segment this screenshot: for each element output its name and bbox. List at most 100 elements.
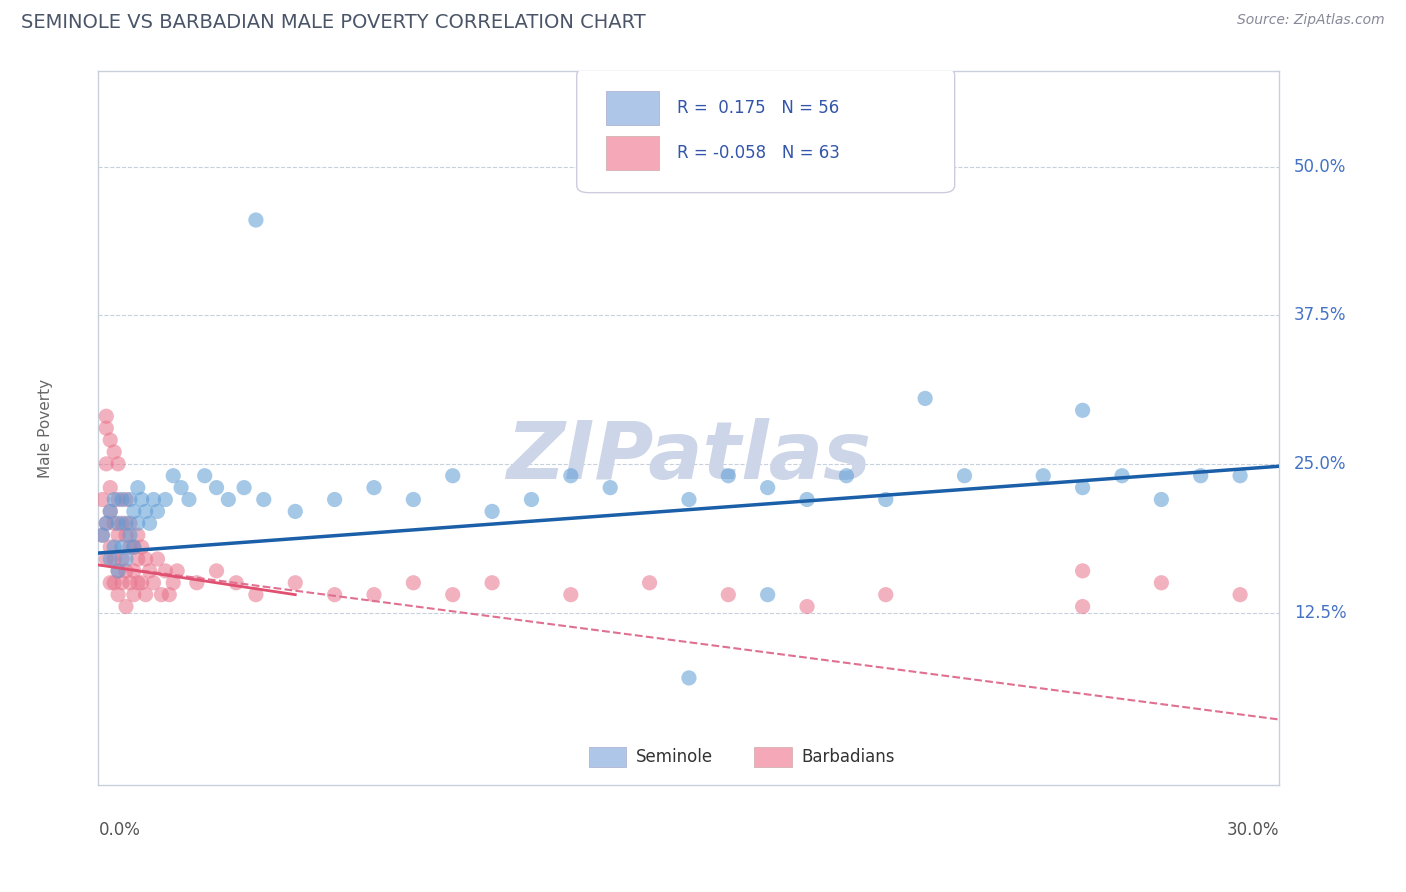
Point [122,540,145,554]
Point [717,468,740,483]
Text: 0.0%: 0.0% [98,821,141,838]
Point [155,492,177,507]
Point [91,492,114,507]
Text: 50.0%: 50.0% [1294,158,1346,176]
Point [142,575,165,590]
Point [107,457,129,471]
Point [131,492,153,507]
Point [1071,564,1094,578]
Point [98,504,121,518]
Point [118,540,141,554]
Point [835,468,858,483]
Point [107,516,129,531]
Text: Barbadians: Barbadians [801,748,894,766]
Text: 25.0%: 25.0% [1294,455,1346,473]
Text: Male Poverty: Male Poverty [38,378,53,478]
Point [162,468,184,483]
Point [1111,468,1133,483]
Point [98,575,121,590]
Point [756,588,779,602]
Point [142,492,165,507]
Point [115,528,138,542]
Point [103,492,125,507]
Point [111,575,134,590]
Point [96,421,118,435]
Point [96,457,118,471]
Point [875,492,897,507]
Point [1071,403,1094,417]
Point [875,588,897,602]
Point [111,540,134,554]
Point [363,481,385,495]
Point [284,504,307,518]
Point [115,516,138,531]
Point [402,492,425,507]
Point [233,481,256,495]
Text: ZIPatlas: ZIPatlas [506,417,872,496]
Point [520,492,543,507]
Point [98,504,121,518]
FancyBboxPatch shape [576,68,955,193]
Point [103,540,125,554]
Point [560,588,582,602]
Point [1032,468,1054,483]
Point [323,492,346,507]
Point [1229,468,1251,483]
FancyBboxPatch shape [589,747,626,767]
Point [914,392,936,406]
Point [155,564,177,578]
Point [678,492,700,507]
Point [127,552,149,566]
Point [162,575,184,590]
Point [115,492,138,507]
Point [96,516,118,531]
Point [756,481,779,495]
Point [118,528,141,542]
Point [115,599,138,614]
Point [96,409,118,424]
Point [107,528,129,542]
Point [122,588,145,602]
Point [146,504,169,518]
Point [1071,481,1094,495]
Point [796,492,818,507]
Point [98,552,121,566]
Point [1189,468,1212,483]
Point [111,516,134,531]
Point [131,540,153,554]
Text: R =  0.175   N = 56: R = 0.175 N = 56 [678,99,839,117]
Point [118,516,141,531]
Point [481,504,503,518]
Point [441,468,464,483]
Point [638,575,661,590]
Point [205,481,228,495]
Point [1071,599,1094,614]
FancyBboxPatch shape [606,136,659,169]
FancyBboxPatch shape [606,91,659,125]
Text: R = -0.058   N = 63: R = -0.058 N = 63 [678,144,839,161]
Point [103,445,125,459]
Point [135,552,157,566]
Point [115,564,138,578]
Point [127,575,149,590]
Point [402,575,425,590]
Point [186,575,208,590]
Point [122,504,145,518]
Text: Seminole: Seminole [636,748,713,766]
Point [103,575,125,590]
Text: 12.5%: 12.5% [1294,604,1347,622]
Text: 37.5%: 37.5% [1294,306,1346,324]
Point [138,516,160,531]
Point [1150,575,1173,590]
Point [194,468,217,483]
Point [150,588,173,602]
Point [107,492,129,507]
Point [146,552,169,566]
Point [91,528,114,542]
Point [107,588,129,602]
Point [225,575,247,590]
Point [245,213,267,227]
Text: SEMINOLE VS BARBADIAN MALE POVERTY CORRELATION CHART: SEMINOLE VS BARBADIAN MALE POVERTY CORRE… [21,13,645,32]
Point [717,588,740,602]
Point [217,492,239,507]
